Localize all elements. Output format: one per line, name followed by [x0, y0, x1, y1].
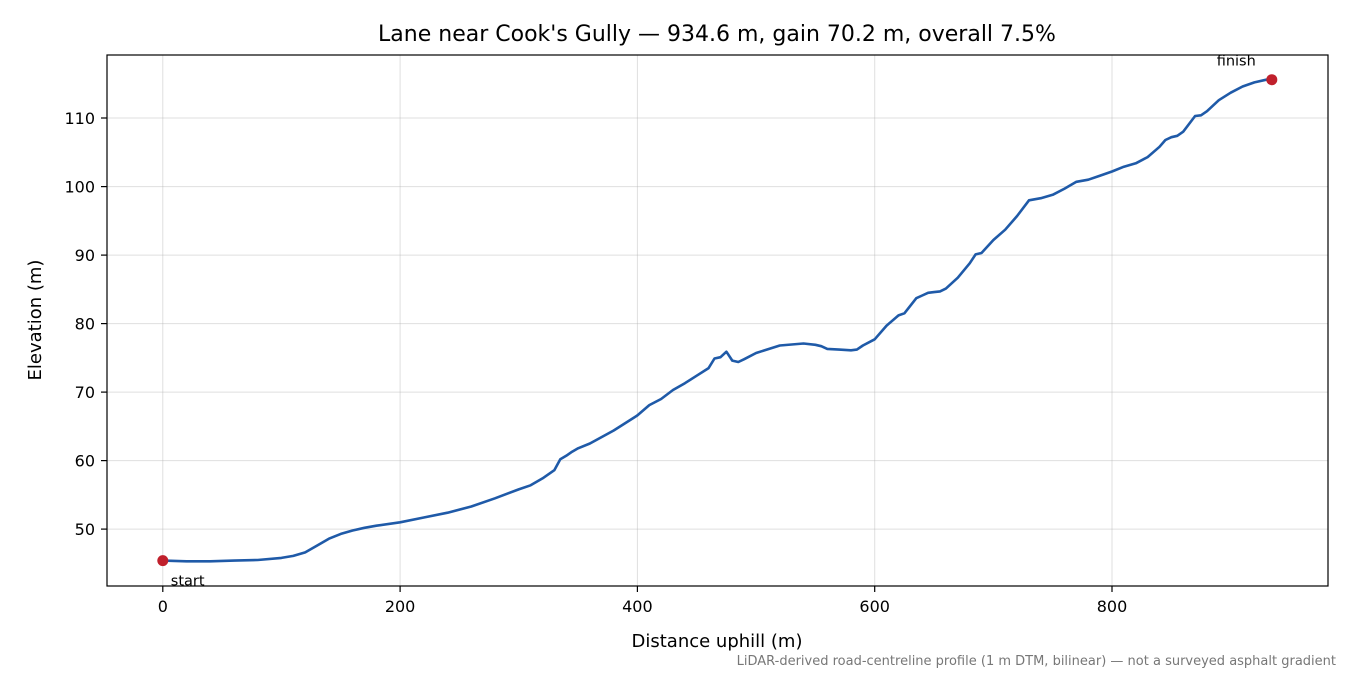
x-tick-label: 800 [1097, 597, 1128, 616]
y-tick-label: 60 [75, 452, 95, 471]
finish-label: finish [1217, 54, 1256, 70]
y-tick-label: 80 [75, 315, 95, 334]
y-tick-label: 90 [75, 246, 95, 265]
x-tick-label: 600 [859, 597, 890, 616]
y-tick-label: 110 [64, 109, 95, 128]
footnote: LiDAR-derived road-centreline profile (1… [737, 654, 1336, 669]
start-marker [157, 555, 169, 567]
x-tick-label: 0 [158, 597, 168, 616]
x-tick-label: 200 [385, 597, 416, 616]
y-axis-label: Elevation (m) [25, 260, 46, 381]
start-label: start [171, 574, 205, 590]
elevation-profile-line [161, 78, 1274, 563]
series-layer [161, 78, 1274, 563]
chart-title: Lane near Cook's Gully — 934.6 m, gain 7… [378, 22, 1056, 47]
plot-frame [106, 54, 1329, 587]
x-axis-ticks: 0 200 400 600 800 [158, 586, 1128, 616]
x-axis-label: Distance uphill (m) [632, 631, 803, 652]
y-tick-label: 100 [64, 178, 95, 197]
y-axis-ticks: 50 60 70 80 90 100 110 [64, 109, 107, 539]
finish-marker [1266, 74, 1278, 86]
grid-lines [107, 55, 1328, 586]
x-tick-label: 400 [622, 597, 653, 616]
y-tick-label: 50 [75, 520, 95, 539]
y-tick-label: 70 [75, 383, 95, 402]
